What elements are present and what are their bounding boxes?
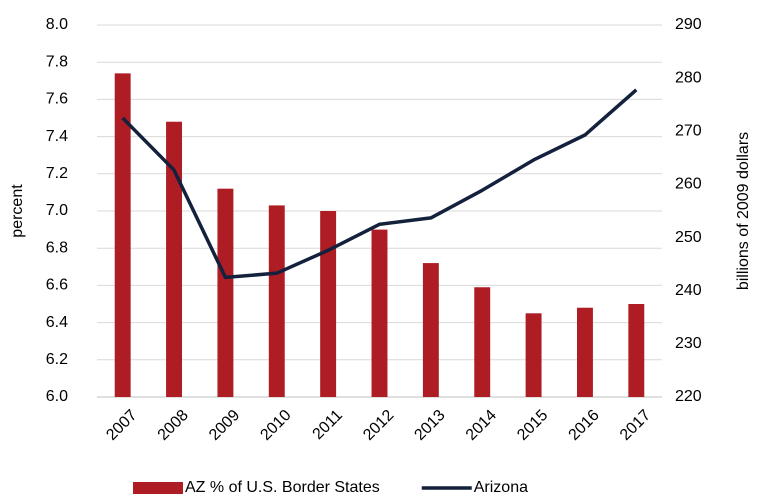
bar bbox=[628, 304, 645, 397]
bar bbox=[371, 229, 388, 397]
x-tick-label: 2015 bbox=[514, 407, 551, 444]
line bbox=[121, 88, 638, 280]
bar bbox=[320, 211, 337, 397]
y-tick-label: 7.6 bbox=[46, 91, 68, 108]
y2-tick-label: 250 bbox=[675, 229, 702, 246]
y2-tick-label: 280 bbox=[675, 69, 702, 86]
bar bbox=[114, 73, 131, 398]
y2-tick-label: 230 bbox=[675, 335, 702, 352]
y-tick-label: 7.8 bbox=[46, 53, 68, 70]
x-tick-label: 2016 bbox=[566, 407, 603, 444]
bar bbox=[576, 307, 593, 397]
y2-tick-label: 240 bbox=[675, 282, 702, 299]
y2-tick-label: 260 bbox=[675, 176, 702, 193]
y-tick-label: 6.0 bbox=[46, 388, 68, 405]
legend-label: AZ % of U.S. Border States bbox=[185, 479, 380, 496]
bar bbox=[474, 287, 491, 397]
bar bbox=[268, 205, 285, 397]
x-tick-label: 2011 bbox=[310, 407, 346, 443]
y2-axis-label: billions of 2009 dollars bbox=[735, 132, 752, 290]
bar bbox=[422, 263, 439, 397]
y-tick-label: 6.2 bbox=[46, 351, 68, 368]
x-tick-label: 2010 bbox=[257, 407, 294, 444]
y-tick-label: 7.0 bbox=[46, 202, 68, 219]
y-tick-label: 6.4 bbox=[46, 314, 68, 331]
y-axis-label: percent bbox=[9, 184, 26, 238]
x-tick-label: 2009 bbox=[206, 407, 243, 444]
x-tick-label: 2014 bbox=[463, 407, 500, 444]
y2-tick-label: 290 bbox=[675, 16, 702, 33]
legend-swatch bbox=[133, 482, 183, 494]
x-tick-label: 2013 bbox=[411, 407, 448, 444]
x-tick-label: 2012 bbox=[360, 407, 397, 444]
bar bbox=[217, 188, 234, 397]
bar bbox=[525, 313, 542, 397]
bar bbox=[166, 121, 183, 397]
x-tick-label: 2007 bbox=[103, 407, 140, 444]
y2-tick-label: 220 bbox=[675, 388, 702, 405]
y-tick-label: 7.2 bbox=[46, 165, 68, 182]
x-tick-label: 2008 bbox=[155, 407, 192, 444]
y-tick-label: 7.4 bbox=[46, 128, 68, 145]
y2-tick-label: 270 bbox=[675, 123, 702, 140]
y-tick-label: 6.6 bbox=[46, 277, 68, 294]
x-tick-label: 2017 bbox=[617, 407, 654, 444]
legend-label: Arizona bbox=[474, 479, 528, 496]
y-tick-label: 6.8 bbox=[46, 239, 68, 256]
y-tick-label: 8.0 bbox=[46, 16, 68, 33]
